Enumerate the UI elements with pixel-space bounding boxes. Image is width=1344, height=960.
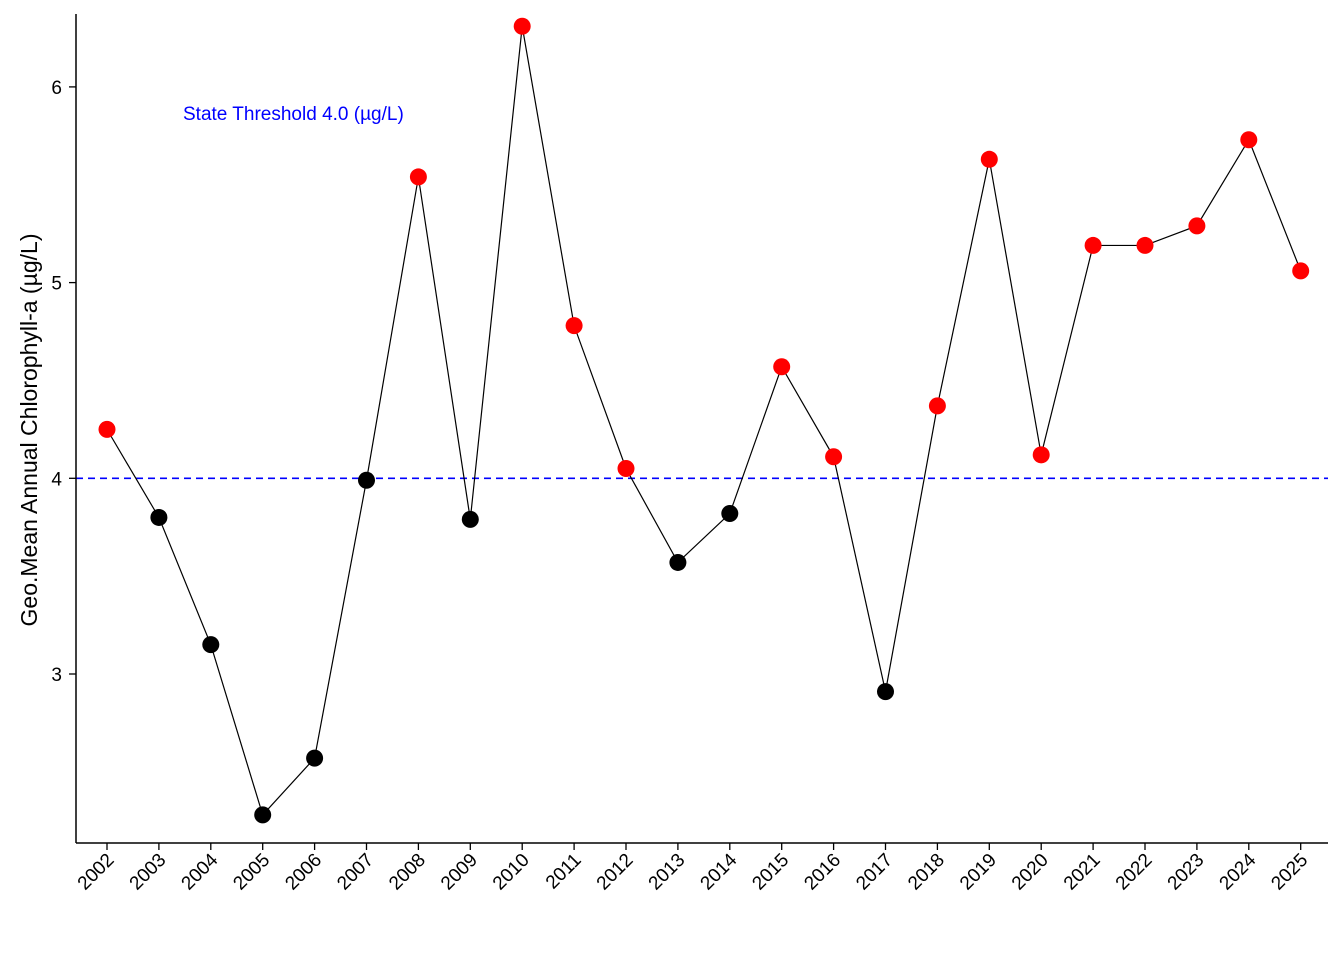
- x-tick-label-2013: 2013: [645, 850, 690, 895]
- x-tick-label-2012: 2012: [593, 850, 638, 895]
- y-tick-label-4: 4: [51, 469, 62, 490]
- x-tick-label-2010: 2010: [489, 850, 534, 895]
- data-point-2004: [202, 636, 220, 654]
- series-line-layer: [106, 26, 1302, 817]
- y-axis-title: Geo.Mean Annual Chlorophyll-a (µg/L): [16, 234, 42, 627]
- x-tick-label-2011: 2011: [542, 850, 586, 894]
- data-point-2010: [513, 17, 531, 35]
- data-points-layer: [98, 17, 1310, 824]
- data-point-2023: [1188, 217, 1206, 235]
- x-tick-label-2023: 2023: [1164, 850, 1209, 895]
- data-point-2003: [150, 508, 168, 526]
- data-point-2005: [254, 806, 272, 824]
- data-point-2002: [98, 420, 116, 438]
- x-tick-label-2003: 2003: [126, 850, 171, 895]
- x-tick-label-2006: 2006: [281, 850, 326, 895]
- series-line: [106, 26, 1302, 817]
- threshold-label: State Threshold 4.0 (µg/L): [183, 104, 404, 125]
- y-tick-label-6: 6: [51, 78, 62, 99]
- data-point-2014: [721, 505, 739, 523]
- data-point-2008: [409, 168, 427, 186]
- data-point-2017: [877, 683, 894, 701]
- data-point-2025: [1292, 262, 1310, 280]
- x-tick-label-2020: 2020: [1008, 850, 1053, 895]
- data-point-2011: [565, 317, 583, 335]
- x-tick-label-2021: 2021: [1060, 850, 1105, 895]
- x-tick-label-2022: 2022: [1112, 850, 1157, 895]
- x-tick-label-2017: 2017: [852, 850, 897, 895]
- data-point-2015: [773, 358, 791, 376]
- x-tick-label-2016: 2016: [800, 850, 845, 895]
- x-tick-label-2005: 2005: [229, 850, 274, 895]
- x-tick-label-2018: 2018: [904, 850, 949, 895]
- data-point-2019: [980, 150, 998, 168]
- x-tick-label-2014: 2014: [697, 849, 742, 894]
- data-point-2021: [1084, 236, 1102, 254]
- data-point-2013: [669, 553, 687, 571]
- x-tick-label-2024: 2024: [1216, 849, 1261, 894]
- data-point-2007: [358, 471, 375, 489]
- x-tick-label-2025: 2025: [1267, 850, 1312, 895]
- data-point-2022: [1136, 236, 1154, 254]
- data-point-2006: [306, 749, 324, 767]
- data-point-2020: [1032, 446, 1050, 464]
- data-point-2009: [461, 510, 479, 528]
- axes-layer: 3 4 5 6 2002 2003 2004 2005 2006 2007 2008 2009 2010…: [51, 14, 1328, 894]
- data-point-2024: [1240, 131, 1258, 149]
- x-tick-label-2008: 2008: [385, 850, 430, 895]
- y-tick-label-5: 5: [51, 274, 62, 295]
- x-tick-label-2015: 2015: [748, 850, 793, 895]
- data-point-2018: [928, 397, 946, 415]
- data-point-2016: [825, 448, 843, 466]
- x-tick-label-2007: 2007: [333, 850, 378, 895]
- labels-layer: State Threshold 4.0 (µg/L) Geo.Mean Annu…: [16, 104, 404, 626]
- x-tick-label-2009: 2009: [437, 850, 482, 895]
- x-tick-label-2004: 2004: [178, 849, 223, 894]
- data-point-2012: [617, 460, 635, 478]
- x-tick-label-2002: 2002: [74, 850, 119, 895]
- x-tick-label-2019: 2019: [956, 850, 1001, 895]
- y-tick-label-3: 3: [51, 665, 62, 686]
